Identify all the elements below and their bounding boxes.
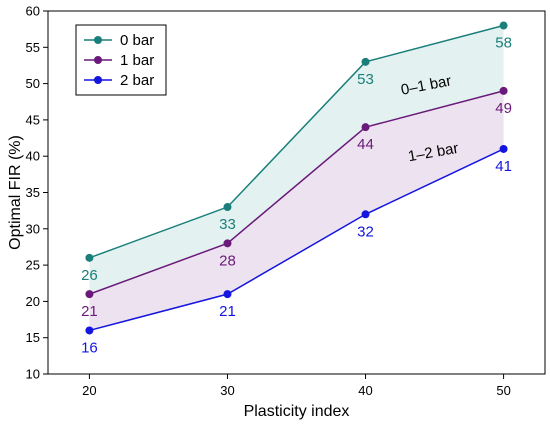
y-tick-label: 30: [26, 221, 40, 236]
y-tick-label: 20: [26, 294, 40, 309]
data-label: 58: [495, 35, 512, 52]
data-label: 16: [81, 339, 98, 356]
band-area-1: [89, 90, 504, 331]
x-axis: 20 30 40 50: [82, 374, 511, 398]
legend-entry: 0 bar: [120, 32, 154, 49]
bands-layer: [89, 25, 504, 331]
legend-entry: 2 bar: [120, 72, 154, 89]
data-label: 33: [219, 216, 236, 233]
data-label: 44: [357, 136, 374, 153]
data-label: 53: [357, 71, 374, 88]
data-point: [223, 290, 232, 299]
legend-swatch-marker: [94, 36, 102, 44]
data-point: [361, 123, 370, 132]
data-label: 21: [81, 303, 98, 320]
data-point: [223, 203, 232, 212]
y-tick-label: 25: [26, 258, 40, 273]
y-tick-label: 60: [26, 4, 40, 19]
series-line: [89, 148, 504, 332]
y-axis: 10 15 20 25 30 35 40 45 50 55 60: [26, 4, 48, 382]
data-label: 26: [81, 267, 98, 284]
data-point: [499, 21, 508, 30]
x-tick-label: 30: [220, 383, 234, 398]
data-point: [499, 144, 508, 153]
series-line: [89, 24, 504, 259]
y-axis-title: Optimal FIR (%): [7, 135, 24, 250]
x-tick-label: 50: [496, 383, 510, 398]
band-area-0: [89, 25, 504, 295]
data-point: [85, 253, 94, 262]
data-label: 41: [495, 158, 512, 175]
series-0: 26 33 53 58: [81, 21, 512, 284]
y-tick-label: 50: [26, 76, 40, 91]
x-axis-title: Plasticity index: [244, 403, 350, 420]
series-2: 16 21 32 41: [81, 144, 512, 356]
data-label: 32: [357, 223, 374, 240]
data-point: [361, 210, 370, 219]
legend: 0 bar 1 bar 2 bar: [75, 24, 167, 96]
data-label: 21: [219, 303, 236, 320]
data-label: 28: [219, 252, 236, 269]
data-point: [499, 86, 508, 95]
data-point: [85, 326, 94, 335]
data-point: [223, 239, 232, 248]
data-point: [361, 57, 370, 66]
y-tick-label: 45: [26, 112, 40, 127]
data-label: 49: [495, 100, 512, 117]
series-line: [89, 90, 504, 295]
series-layer: 26 33 53 58 21 28 44 49 16 21 32 41: [81, 21, 512, 356]
legend-swatch-marker: [94, 76, 102, 84]
series-1: 21 28 44 49: [81, 86, 512, 320]
y-tick-label: 40: [26, 149, 40, 164]
x-tick-label: 40: [358, 383, 372, 398]
y-tick-label: 15: [26, 330, 40, 345]
legend-swatch-marker: [94, 56, 102, 64]
legend-entry: 1 bar: [120, 52, 154, 69]
y-tick-label: 55: [26, 40, 40, 55]
y-tick-label: 35: [26, 185, 40, 200]
data-point: [85, 290, 94, 299]
y-tick-label: 10: [26, 367, 40, 382]
x-tick-label: 20: [82, 383, 96, 398]
